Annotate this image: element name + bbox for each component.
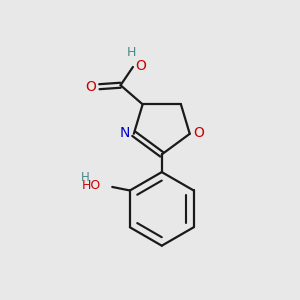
Text: HO: HO: [82, 179, 101, 192]
Text: O: O: [135, 59, 146, 74]
Text: H: H: [81, 171, 90, 184]
Text: N: N: [120, 126, 130, 140]
Text: O: O: [85, 80, 96, 94]
Text: H: H: [127, 46, 136, 59]
Text: O: O: [193, 126, 204, 140]
